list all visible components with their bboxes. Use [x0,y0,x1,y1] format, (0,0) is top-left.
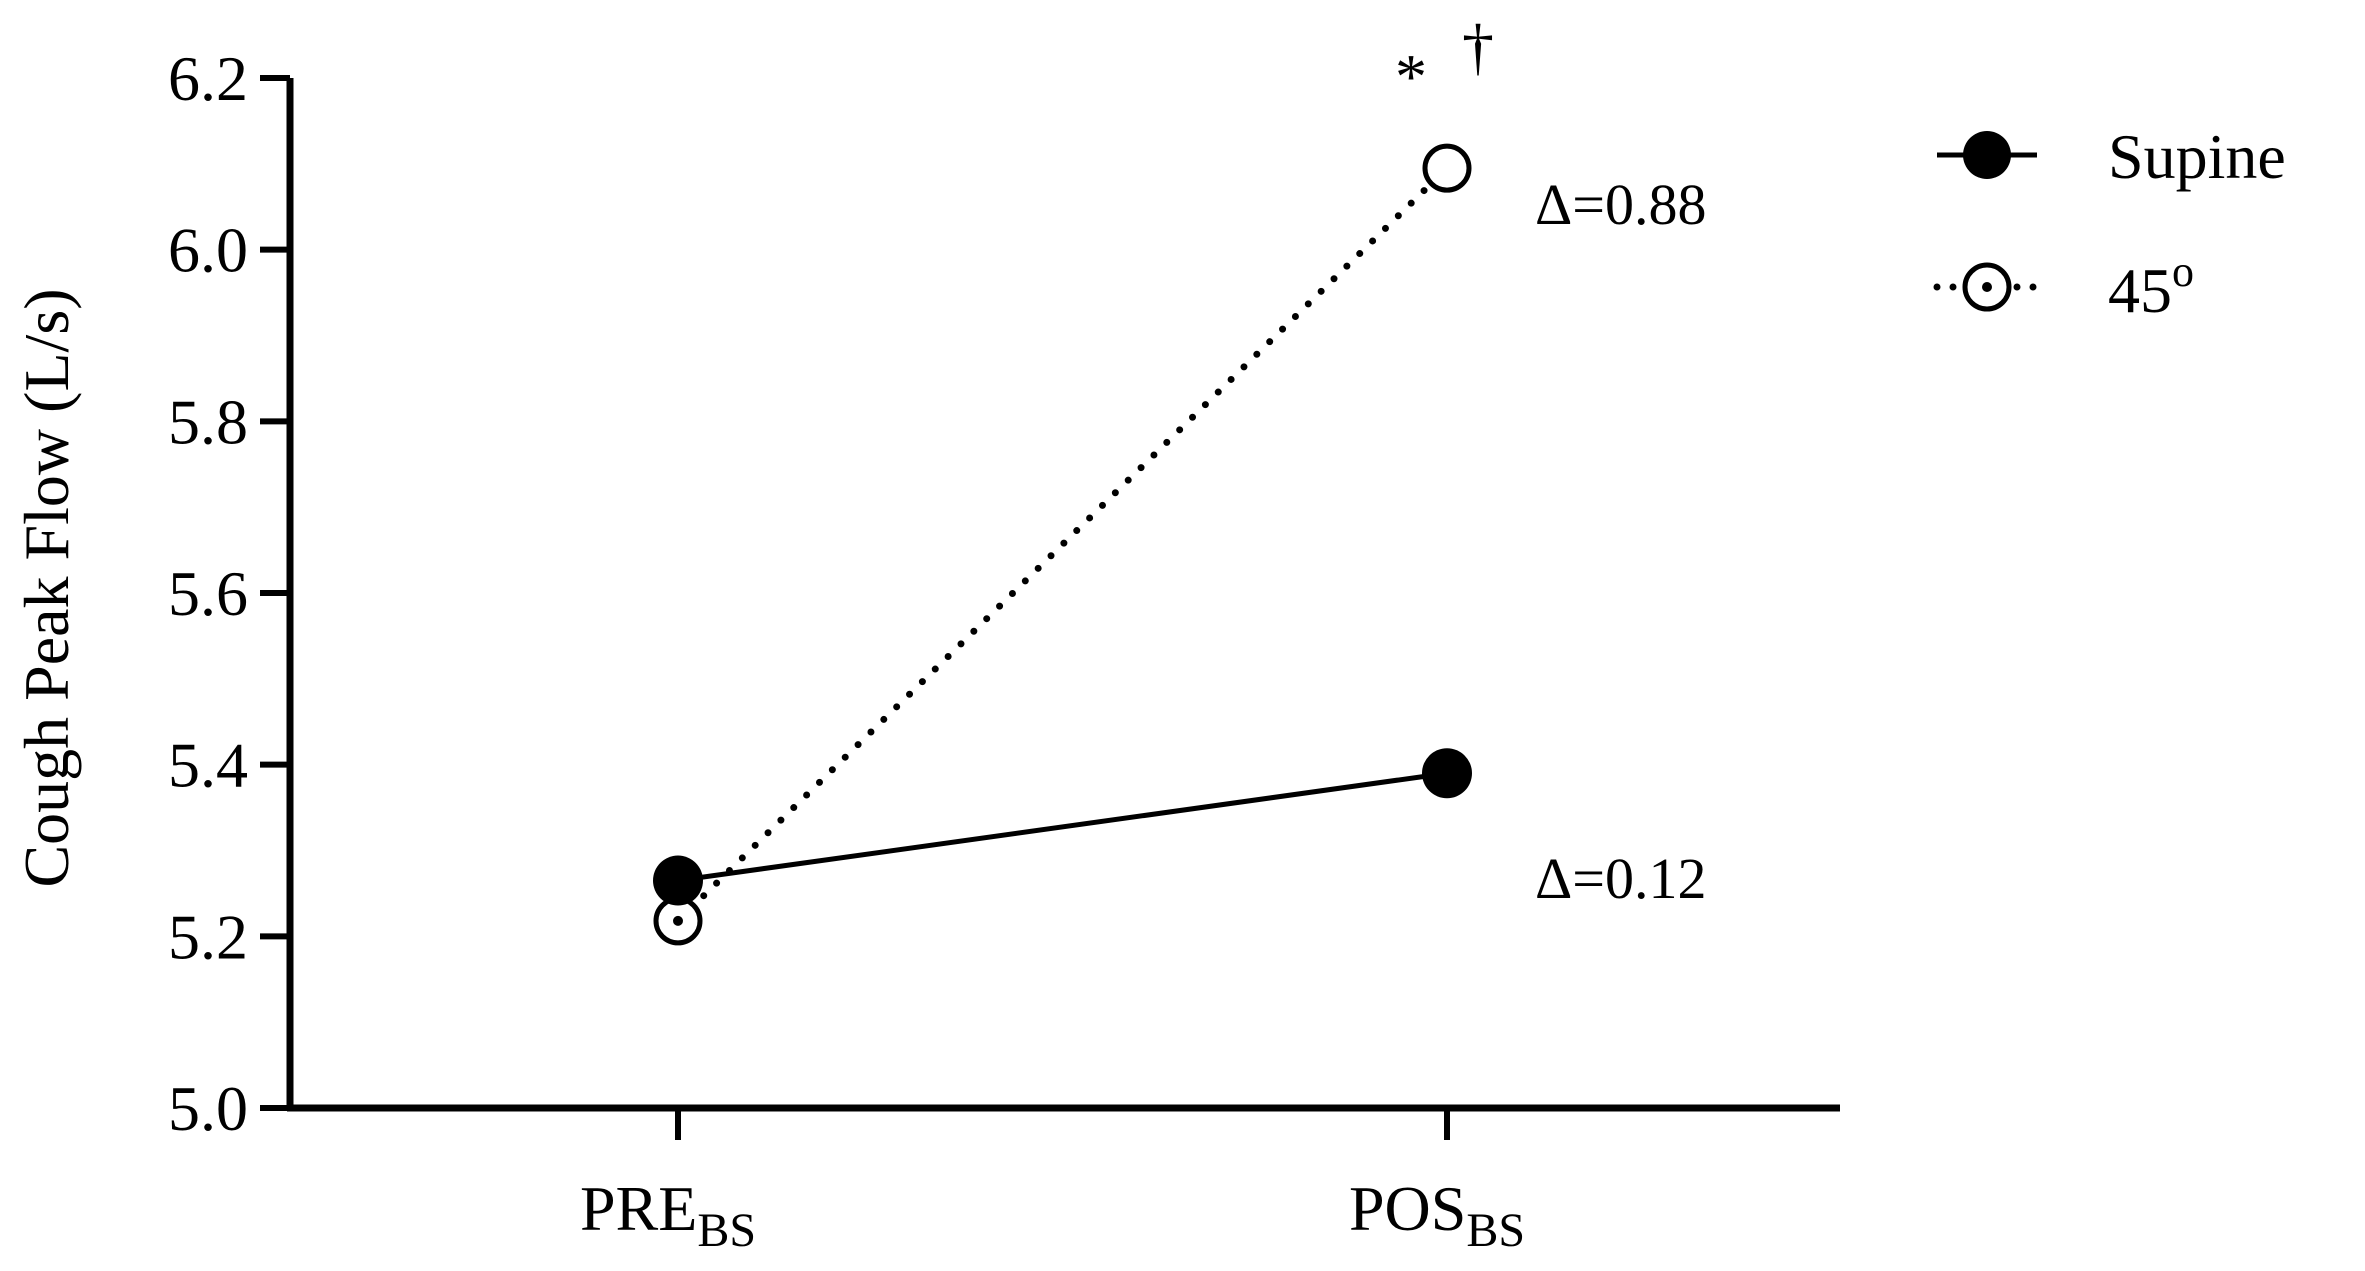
y-tick-label: 5.8 [168,386,248,457]
legend-marker-45-dot [1982,282,1992,292]
legend-label-45: 45o [2108,247,2194,326]
point-supine [1422,748,1472,799]
series-group [653,143,1472,946]
point-supine [653,855,703,906]
legend-marker-supine [1963,131,2011,179]
y-tick-label: 6.2 [168,43,248,114]
legend-label-45-sup: o [2172,247,2194,296]
y-ticks: 5.0 5.2 5.4 5.6 5.8 6.0 6.2 [168,43,290,1144]
delta-annotation-supine: Δ=0.12 [1535,846,1707,911]
y-tick-label: 5.2 [168,901,248,972]
x-tick-label-main: POS [1349,1173,1466,1244]
y-tick-label: 5.0 [168,1073,248,1144]
x-tick-label: PREBS [580,1173,756,1257]
legend-label-supine: Supine [2108,121,2286,192]
y-tick-label: 6.0 [168,215,248,286]
x-ticks: PREBS POSBS [580,1108,1525,1257]
y-axis-title: Cough Peak Flow (L/s) [11,288,82,887]
y-tick-label: 5.6 [168,558,248,629]
point-45-dot [673,915,683,926]
series-line-45 [674,164,1451,925]
x-tick-label-sub: BS [1466,1204,1525,1257]
x-tick-label: POSBS [1349,1173,1525,1257]
series-line-supine [677,770,1448,884]
delta-annotation-45: Δ=0.88 [1535,172,1707,237]
significance-dagger: † [1462,11,1494,82]
y-tick-label: 5.4 [168,730,248,801]
significance-asterisk: * [1395,41,1427,112]
point-45 [1422,143,1472,193]
legend: Supine 45o [1933,121,2286,326]
x-tick-label-main: PRE [580,1173,697,1244]
legend-label-45-main: 45 [2108,255,2172,326]
x-tick-label-sub: BS [697,1204,756,1257]
